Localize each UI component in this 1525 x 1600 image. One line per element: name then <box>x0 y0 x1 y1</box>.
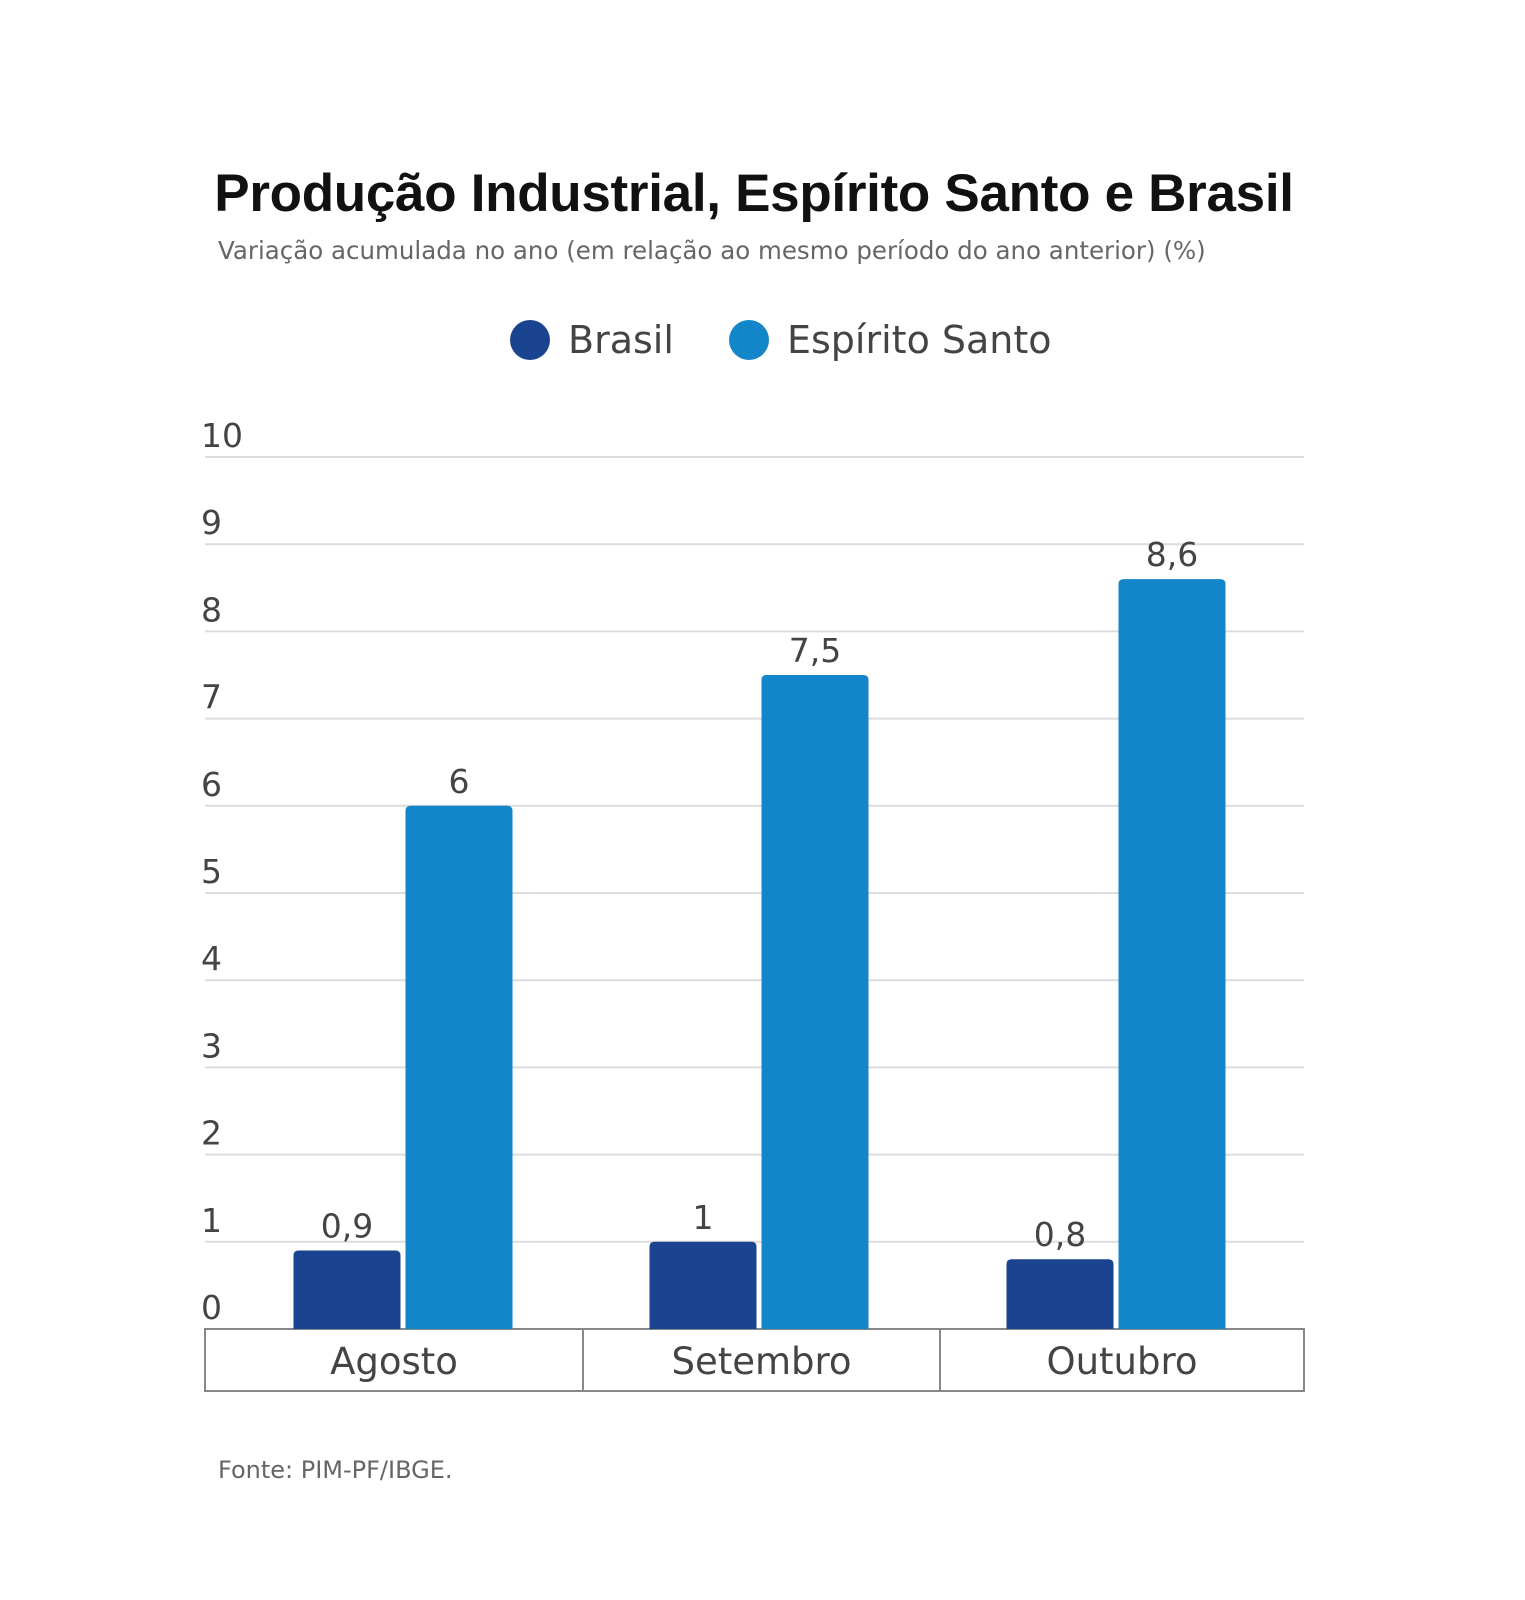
y-tick-label-10: 10 <box>201 416 243 455</box>
y-tick-label-5: 5 <box>201 852 222 891</box>
y-tick-label-3: 3 <box>201 1026 222 1065</box>
bar-brasil-setembro <box>649 1241 757 1329</box>
data-label-brasil-setembro: 1 <box>693 1198 714 1237</box>
bar-espírito-santo-agosto <box>405 805 513 1329</box>
legend-swatch-espirito-santo <box>729 320 769 360</box>
data-label-brasil-agosto: 0,9 <box>321 1207 373 1246</box>
y-tick-label-6: 6 <box>201 765 222 804</box>
bar-brasil-agosto <box>293 1250 401 1329</box>
bar-espírito-santo-setembro <box>761 675 869 1329</box>
data-label-brasil-outubro: 0,8 <box>1034 1215 1086 1254</box>
chart-title: Produção Industrial, Espírito Santo e Br… <box>214 164 1294 223</box>
x-category-label-agosto: Agosto <box>330 1340 458 1383</box>
y-tick-label-1: 1 <box>201 1201 222 1240</box>
legend: Brasil Espírito Santo <box>0 318 1525 368</box>
y-tick-label-7: 7 <box>201 678 222 717</box>
x-category-label-setembro: Setembro <box>671 1340 851 1383</box>
data-label-espírito-santo-outubro: 8,6 <box>1146 535 1198 574</box>
legend-item-espirito-santo: Espírito Santo <box>729 318 1052 362</box>
data-label-espírito-santo-setembro: 7,5 <box>789 631 841 670</box>
legend-item-brasil: Brasil <box>510 318 674 362</box>
x-category-label-outubro: Outubro <box>1046 1340 1197 1383</box>
data-label-espírito-santo-agosto: 6 <box>449 762 470 801</box>
legend-swatch-brasil <box>510 320 550 360</box>
y-tick-label-0: 0 <box>201 1288 222 1327</box>
y-tick-label-2: 2 <box>201 1114 222 1153</box>
legend-label-brasil: Brasil <box>568 318 674 362</box>
source-note: Fonte: PIM-PF/IBGE. <box>218 1456 453 1484</box>
legend-label-espirito-santo: Espírito Santo <box>787 318 1052 362</box>
y-tick-label-4: 4 <box>201 939 222 978</box>
y-tick-label-9: 9 <box>201 503 222 542</box>
y-tick-label-8: 8 <box>201 590 222 629</box>
bar-espírito-santo-outubro <box>1118 579 1226 1329</box>
bar-brasil-outubro <box>1006 1259 1114 1329</box>
chart-subtitle: Variação acumulada no ano (em relação ao… <box>218 236 1206 265</box>
